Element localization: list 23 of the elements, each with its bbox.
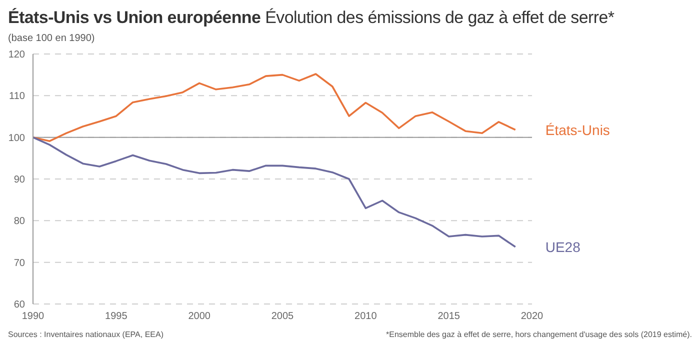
y-tick-label: 90 (14, 174, 26, 186)
y-tick-label: 60 (14, 300, 26, 311)
y-tick-label: 120 (8, 50, 26, 61)
x-tick-label: 2010 (354, 311, 378, 322)
text: États-Unis (545, 122, 610, 138)
x-tick-label: 2015 (438, 311, 460, 322)
y-tick-label: 110 (9, 91, 26, 102)
x-tick-label: 1990 (22, 311, 45, 322)
source-note: Sources : Inventaires nationaux (EPA, EEA) (8, 330, 164, 339)
y-tick-label: 80 (14, 216, 26, 228)
line-series (33, 73, 516, 142)
x-tick-label: 1995 (105, 311, 128, 322)
y-axis-title: (base 100 en 1990) (8, 33, 95, 44)
x-tick-label: 2005 (271, 311, 294, 322)
line-series (33, 136, 516, 248)
y-tick-label: 70 (14, 258, 26, 269)
y-tick-label: 100 (8, 132, 26, 144)
x-tick-label: 2000 (188, 311, 211, 322)
chart-title: États-Unis vs Union européenne (8, 8, 261, 27)
x-tick-label: 2020 (520, 311, 544, 322)
text: *Ensemble des gaz à effet de serre, hors changement d'usage des sols (2019 estimé). (386, 330, 692, 339)
text: UE28 (545, 238, 581, 255)
chart-subtitle: Évolution des émissions de gaz à effet de serre* (265, 8, 614, 27)
